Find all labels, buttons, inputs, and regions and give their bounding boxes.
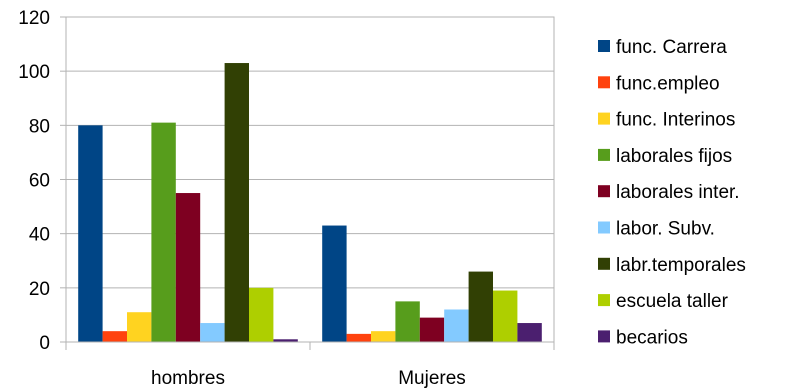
legend-label: func.empleo: [616, 73, 720, 94]
y-tick-labels: 0 20 40 60 80 100 120: [18, 8, 50, 354]
bar: [371, 331, 396, 342]
bar: [200, 323, 225, 342]
bar: [151, 122, 176, 342]
y-tick-label: 100: [18, 62, 50, 83]
legend-label: func. Interinos: [616, 110, 735, 131]
y-tick-label: 0: [39, 333, 50, 354]
bar: [224, 63, 249, 343]
legend-label: laborales fijos: [616, 146, 732, 167]
bar: [493, 290, 518, 342]
bar: [517, 323, 542, 342]
legend-swatch: [598, 148, 610, 161]
category-labels: hombres Mujeres: [151, 368, 466, 389]
bar: [444, 309, 469, 342]
bar: [175, 193, 201, 342]
bar: [419, 317, 445, 342]
legend-label: func. Carrera: [616, 37, 727, 58]
bar: [102, 331, 127, 342]
axes: [60, 16, 555, 350]
y-tick-label: 20: [29, 279, 50, 300]
bar: [273, 339, 298, 342]
legend: func. Carrera func.empleo func. Interinos l…: [598, 37, 746, 348]
legend-label: escuela taller: [616, 291, 729, 312]
x-category-label: Mujeres: [398, 368, 466, 389]
bar: [249, 287, 274, 342]
x-category-label: hombres: [151, 368, 225, 389]
y-tick-label: 60: [29, 171, 50, 192]
bar: [322, 225, 347, 342]
legend-swatch: [598, 40, 610, 52]
bar: [468, 271, 493, 342]
legend-label: becarios: [616, 327, 688, 348]
legend-swatch: [598, 330, 610, 343]
y-tick-label: 40: [29, 225, 50, 246]
legend-swatch: [598, 76, 610, 89]
bar: [346, 333, 371, 342]
legend-label: labr.temporales: [616, 255, 746, 276]
bars: [78, 63, 542, 343]
y-tick-label: 120: [18, 8, 50, 29]
legend-swatch: [598, 221, 610, 234]
legend-swatch: [598, 112, 610, 125]
legend-label: laborales inter.: [616, 182, 740, 203]
legend-label: labor. Subv.: [616, 219, 715, 240]
bar: [395, 301, 420, 342]
legend-swatch: [598, 257, 610, 270]
bar: [127, 312, 152, 342]
legend-swatch: [598, 294, 610, 307]
bar: [78, 125, 103, 342]
y-tick-label: 80: [29, 116, 50, 137]
legend-swatch: [598, 185, 610, 198]
